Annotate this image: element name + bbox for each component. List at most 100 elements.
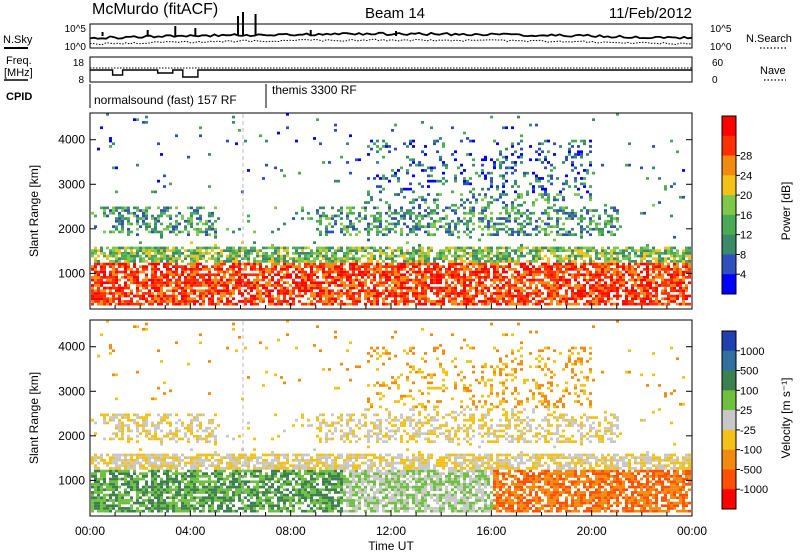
power-cell [313, 265, 316, 268]
power-cell [490, 257, 493, 260]
power-cell [217, 254, 220, 258]
power-cell [181, 268, 184, 271]
power-cell [580, 219, 583, 223]
power-cell [334, 297, 337, 301]
power-cell [568, 278, 571, 282]
power-cell [577, 254, 580, 258]
power-cell [676, 270, 679, 274]
power-cell [352, 268, 355, 271]
power-cell [490, 179, 493, 183]
velocity-cell [100, 459, 103, 462]
power-cell [412, 230, 415, 234]
power-cell [652, 270, 655, 274]
power-cell [592, 302, 595, 306]
power-cell [361, 217, 364, 220]
power-cell [544, 233, 547, 236]
power-cell [370, 294, 373, 298]
power-cell [316, 219, 319, 223]
power-cell [469, 273, 472, 277]
power-cell [460, 294, 463, 298]
power-cell [673, 235, 676, 239]
power-cell [166, 209, 169, 212]
power-cell [466, 302, 469, 306]
power-cell [367, 252, 370, 255]
power-cell [388, 150, 391, 154]
power-cell [394, 281, 397, 285]
power-cell [331, 268, 334, 271]
power-cell [490, 211, 493, 215]
power-cell [346, 292, 349, 295]
power-cell [331, 260, 334, 263]
power-cell [649, 249, 652, 252]
power-cell [454, 289, 457, 293]
power-cell [523, 276, 526, 279]
power-cell [586, 211, 589, 215]
power-cell [418, 268, 421, 271]
power-cell [115, 268, 118, 271]
power-cell [583, 142, 586, 146]
power-cell [307, 246, 310, 250]
power-cell [520, 195, 523, 199]
power-cell [109, 260, 112, 263]
power-cell [364, 278, 367, 282]
power-cell [295, 249, 298, 252]
power-cell [424, 262, 427, 266]
power-cell [499, 254, 502, 258]
power-cell [562, 257, 565, 260]
power-cell [439, 217, 442, 220]
velocity-cell [133, 477, 136, 481]
power-cell [487, 233, 490, 236]
power-cell [310, 254, 313, 258]
power-cell [502, 126, 505, 130]
power-cell [682, 289, 685, 293]
power-cell [508, 246, 511, 250]
power-cell [433, 276, 436, 279]
power-cell [277, 273, 280, 277]
power-cell [460, 265, 463, 268]
power-cell [532, 185, 535, 188]
power-cell [496, 297, 499, 301]
power-cell [253, 300, 256, 303]
power-cell [121, 219, 124, 223]
power-cell [547, 198, 550, 202]
power-cell [142, 294, 145, 298]
power-cell [451, 276, 454, 279]
velocity-cell [106, 421, 109, 425]
power-cell [592, 297, 595, 301]
power-cell [160, 257, 163, 260]
power-cell [352, 254, 355, 258]
colorbar-segment [722, 234, 736, 255]
power-cell [505, 252, 508, 255]
power-cell [169, 284, 172, 287]
power-cell [571, 252, 574, 255]
power-cell [373, 225, 376, 228]
power-cell [505, 211, 508, 215]
power-cell [283, 257, 286, 260]
power-cell [583, 292, 586, 295]
power-cell [91, 302, 94, 306]
power-cell [196, 227, 199, 231]
power-cell [541, 211, 544, 215]
power-cell [472, 163, 475, 167]
power-cell [91, 254, 94, 258]
power-cell [448, 233, 451, 236]
power-cell [610, 268, 613, 271]
power-cell [397, 292, 400, 295]
power-cell [433, 222, 436, 226]
power-cell [166, 206, 169, 210]
power-cell [646, 177, 649, 180]
power-cell [502, 257, 505, 260]
velocity-cell [109, 509, 112, 513]
power-cell [472, 254, 475, 258]
power-cell [637, 284, 640, 287]
power-cell [145, 246, 148, 250]
power-cell [313, 297, 316, 301]
power-cell [502, 284, 505, 287]
power-cell [412, 286, 415, 290]
power-cell [166, 281, 169, 285]
power-cell [214, 219, 217, 223]
power-cell [586, 171, 589, 175]
power-cell [112, 278, 115, 282]
power-cell [385, 219, 388, 223]
power-cell [97, 278, 100, 282]
